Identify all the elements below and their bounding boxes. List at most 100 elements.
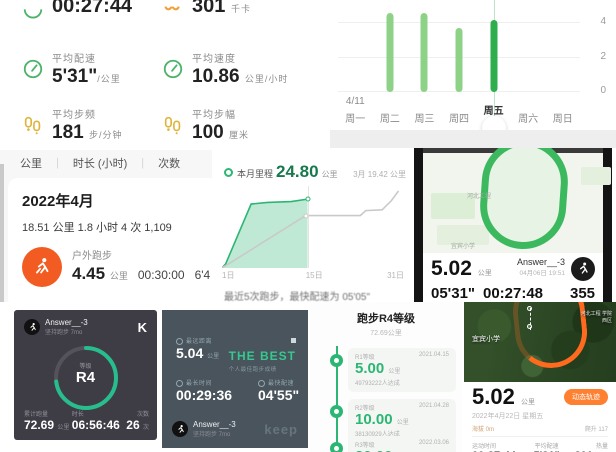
avg-pace-value: 5'31": [52, 66, 98, 87]
stat-duration: 00:27:44: [22, 0, 152, 42]
bar-周四[interactable]: [442, 6, 477, 92]
footprints-icon: [162, 114, 184, 136]
badge-icon: [291, 338, 296, 343]
clock-icon: [22, 2, 44, 24]
time-value: 00:27:48: [482, 285, 544, 302]
satellite-map[interactable]: 宜宾小学 河北工程 学院西区: [464, 302, 616, 382]
calories-value: 301 千卡: [569, 450, 608, 452]
user-subtitle: 坚持跑步 7mo: [193, 432, 231, 438]
clock-icon: [176, 379, 183, 387]
level-timeline-panel: 跑步R4等级 72.69公里 R1等级 2021.04.15 5.00 公里 49…: [310, 302, 462, 452]
target-icon: [224, 167, 233, 177]
level-milestone[interactable]: R2等级 2021.04.28 10.00 公里 38130929人达成: [348, 399, 456, 443]
keep-logo: K: [137, 319, 147, 335]
level-ring: 等级 R4: [49, 341, 123, 415]
tab-duration[interactable]: 时长 (小时): [72, 158, 128, 170]
bar[interactable]: [455, 28, 463, 92]
metric-tabs: 公里 | 时长 (小时) | 次数: [6, 152, 212, 174]
share-card-stats: 5.02 公里 Answer__-3 04月06日 19:51 05'31"每公…: [423, 253, 603, 302]
month-title: 2022年4月: [22, 193, 94, 210]
bar-周三[interactable]: [407, 6, 442, 92]
cursor-line: [307, 186, 309, 268]
map-field: [431, 193, 475, 219]
stat-calories: 301 千卡: [162, 0, 312, 42]
mileage-value: 24.80: [276, 162, 319, 181]
total-distance: 72.69 公里: [24, 418, 70, 432]
weekday-label-周三[interactable]: 周三: [414, 114, 435, 125]
bar-周五[interactable]: [476, 0, 511, 126]
timeline-subtitle: 72.69公里: [370, 330, 402, 337]
best-card: 最远距离 5.04 公里 THE BEST 个人最佳跑步成绩 最长时间 00:2…: [162, 310, 308, 448]
personal-best-panel: 最远距离 5.04 公里 THE BEST 个人最佳跑步成绩 最长时间 00:2…: [162, 302, 308, 452]
weekly-bar-chart[interactable]: 4 2 0: [338, 0, 606, 126]
best-badge: THE BEST 个人最佳跑步成绩: [229, 338, 296, 373]
avg-cadence-label: 平均步频: [52, 110, 96, 121]
tab-distance[interactable]: 公里: [20, 158, 42, 170]
best-time: 最长时间 00:29:36: [176, 379, 233, 403]
panel-divider: [330, 130, 616, 148]
bar-周日[interactable]: [545, 6, 580, 92]
avatar[interactable]: [571, 257, 595, 281]
gauge-icon: [258, 379, 265, 387]
route-map[interactable]: 河北工程 宜宾小学: [423, 148, 611, 253]
avatar[interactable]: [24, 319, 40, 335]
stat-avg-speed: 平均速度 10.86 公里/小时: [162, 42, 312, 98]
activity-row[interactable]: 户外跑步 4.45 公里 00:30:00 6'4: [22, 247, 212, 287]
bar[interactable]: [386, 12, 394, 92]
weekday-label-周四[interactable]: 周四: [449, 114, 470, 125]
map-field: [581, 167, 611, 185]
avatar[interactable]: [172, 421, 188, 437]
activity-duration: 00:30:00: [137, 268, 185, 282]
gauge-icon: [22, 58, 44, 80]
duration-value: 00:27:44: [52, 0, 133, 17]
weekday-label-周二[interactable]: 周二: [379, 114, 400, 125]
level-card: Answer__-3 坚持跑步 7mo K 等级 R4 累计跑量 72.69 公里…: [14, 310, 157, 440]
gridline: 4: [338, 16, 606, 27]
avg-cadence-value: 181: [52, 122, 84, 143]
weekday-label-周日[interactable]: 周日: [552, 114, 573, 125]
route-marker: [527, 324, 532, 329]
dynamic-track-button[interactable]: 动态轨迹: [564, 389, 608, 405]
username: Answer__-3: [193, 420, 236, 429]
timeline-dot: [330, 442, 343, 452]
route-marker: [527, 306, 532, 311]
route-icon: [176, 337, 183, 345]
bar[interactable]: [490, 19, 498, 92]
run-date: 04月06日 19:51: [519, 270, 565, 277]
route-start-line: [530, 308, 531, 330]
flame-icon: [162, 2, 184, 24]
crop-edge: [0, 164, 4, 302]
month-stats: 18.51 公里 1.8 小时 4 次 1,109: [22, 222, 172, 234]
avg-stride-value: 100: [192, 122, 224, 143]
level-ring-panel: Answer__-3 坚持跑步 7mo K 等级 R4 累计跑量 72.69 公里…: [0, 302, 160, 452]
stat-avg-stride: 平均步幅 100 厘米: [162, 98, 312, 148]
pace-value: 5'31": [525, 450, 569, 452]
time-value: 00:27:44: [472, 450, 525, 452]
run-distance: 5.02: [431, 257, 472, 280]
mileage-unit: 公里: [321, 170, 338, 179]
weekday-label-周一[interactable]: 周一 4/11: [338, 96, 373, 142]
bar[interactable]: [420, 12, 428, 92]
total-count: 26 次: [126, 418, 149, 432]
bar-周六[interactable]: [511, 6, 546, 92]
weekday-label-周六[interactable]: 周六: [518, 114, 539, 125]
map-place-label: 河北工程 学院西区: [580, 311, 612, 324]
best-distance: 最远距离 5.04 公里: [176, 337, 220, 361]
week-start-date: 4/11: [345, 96, 365, 107]
letterbox-right: [603, 148, 612, 302]
username: Answer__-3: [516, 257, 565, 267]
mileage-area-chart[interactable]: [222, 186, 404, 268]
keep-wordmark: keep: [264, 421, 298, 437]
level-milestone[interactable]: R1等级 2021.04.15 5.00 公里 49793222人达成: [348, 348, 456, 392]
tab-count[interactable]: 次数: [158, 158, 181, 170]
y-tick: 4: [600, 16, 606, 28]
footprints-icon: [22, 114, 44, 136]
last-month-compare: 3月 19.42 公里: [353, 170, 406, 179]
recent-pace-note: 最近5次跑步，最快配速为 05'05": [224, 292, 371, 302]
month-card: 2022年4月 18.51 公里 1.8 小时 4 次 1,109 户外跑步 4…: [8, 178, 212, 302]
bar-周二[interactable]: [373, 6, 408, 92]
run-summary-panel: 00:27:44 301 千卡 平均配速 5'31"/公里: [0, 0, 330, 148]
bar-周一[interactable]: [338, 6, 373, 92]
pace-value: 05'31": [431, 285, 476, 302]
